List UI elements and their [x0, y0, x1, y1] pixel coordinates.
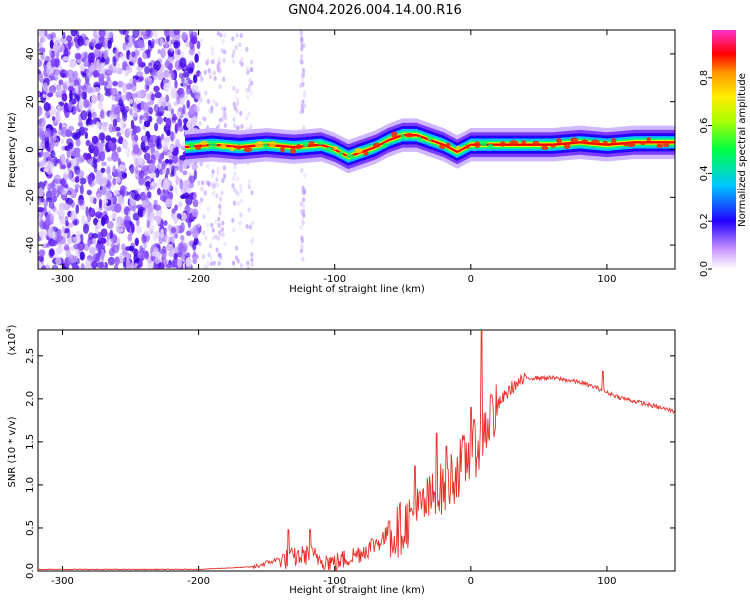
snr-y-ticks: 0.0 0.5 1.0 1.5 2.0 2.5: [25, 348, 675, 579]
snr-frame: [37, 329, 676, 572]
y-tick-label: 40: [25, 48, 36, 61]
colorbar-tick-label: 0.4: [699, 165, 710, 181]
spectrogram-y-ticks: -40 -20 0 20 40: [25, 48, 675, 253]
snr-series-line: [38, 330, 675, 571]
x-tick-label: 100: [597, 274, 616, 285]
y-tick-label: 0: [25, 146, 36, 152]
x-tick-label: 100: [597, 576, 616, 587]
x-tick-label: 0: [468, 576, 474, 587]
y-tick-label: 1.0: [25, 477, 36, 493]
spectrogram-heatmap: [38, 30, 675, 269]
x-tick-label: -100: [323, 576, 346, 587]
y-tick-label: 0.5: [25, 520, 36, 536]
y-tick-label: -20: [25, 189, 36, 205]
x-tick-label: -300: [51, 576, 74, 587]
y-tick-label: 0.0: [25, 563, 36, 579]
spectrogram-y-label: Frequency (Hz): [7, 112, 18, 188]
y-tick-label: 2.0: [25, 391, 36, 407]
spectrogram-x-label: Height of straight line (km): [289, 284, 425, 295]
snr-x-ticks: -300 -200 -100 0 100: [51, 330, 616, 587]
y-tick-label: 1.5: [25, 434, 36, 450]
snr-scale-exponent: 4: [5, 328, 13, 333]
snr-x-label: Height of straight line (km): [289, 585, 425, 596]
y-tick-label: -40: [25, 237, 36, 253]
y-tick-label: 20: [25, 95, 36, 108]
colorbar-tick-label: 0.6: [699, 118, 710, 134]
x-tick-label: -100: [323, 274, 346, 285]
colorbar-tick-label: 0.2: [699, 213, 710, 229]
x-tick-label: -200: [187, 274, 210, 285]
colorbar-tick-label: 0.8: [699, 70, 710, 86]
snr-panel: -300 -200 -100 0 100 0.0 0.5 1.0 1.5 2.0 2.5 Heig…: [5, 324, 676, 596]
colorbar: 0.0 0.2 0.4 0.6 0.8 Normalized spectral ampl…: [699, 30, 748, 277]
snr-scale-prefix: (x10: [7, 333, 18, 356]
colorbar-ticks: 0.0 0.2 0.4 0.6 0.8: [699, 70, 712, 277]
snr-scale-note: (x104): [5, 324, 18, 355]
x-tick-label: -300: [51, 274, 74, 285]
colorbar-tick-label: 0.0: [699, 261, 710, 277]
svg-text:(x104): (x104): [5, 324, 18, 355]
colorbar-gradient: [712, 30, 736, 269]
spectrogram-x-ticks: -300 -200 -100 0 100: [51, 30, 616, 285]
y-tick-label: 2.5: [25, 348, 36, 364]
x-tick-label: -200: [187, 576, 210, 587]
snr-y-label: SNR (10 * v/v): [7, 416, 18, 487]
colorbar-label: Normalized spectral amplitude: [737, 73, 748, 227]
x-tick-label: 0: [468, 274, 474, 285]
figure-title: GN04.2026.004.14.00.R16: [288, 3, 462, 18]
